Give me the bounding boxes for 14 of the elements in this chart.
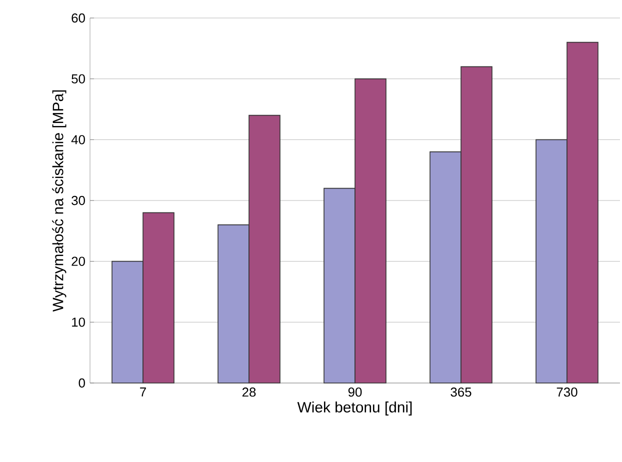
x-tick-label: 365: [450, 388, 472, 397]
x-tick-label: 28: [242, 388, 256, 397]
y-tick-label: 10: [72, 318, 85, 327]
y-tick-label: 60: [72, 13, 85, 23]
x-tick-label: 90: [348, 388, 362, 397]
x-axis-title: Wiek betonu [dni]: [297, 402, 412, 416]
y-axis-title: Wytrzymałość na ściskanie [MPa]: [52, 90, 66, 312]
x-tick-label: 730: [556, 388, 578, 397]
y-tick-label: 30: [72, 196, 85, 206]
y-tick-label: 20: [72, 256, 85, 266]
y-tick-label: 40: [71, 135, 85, 144]
y-tick-label: 50: [72, 74, 85, 84]
x-tick-label: 7: [140, 388, 146, 396]
y-tick-label: 0: [78, 378, 85, 388]
